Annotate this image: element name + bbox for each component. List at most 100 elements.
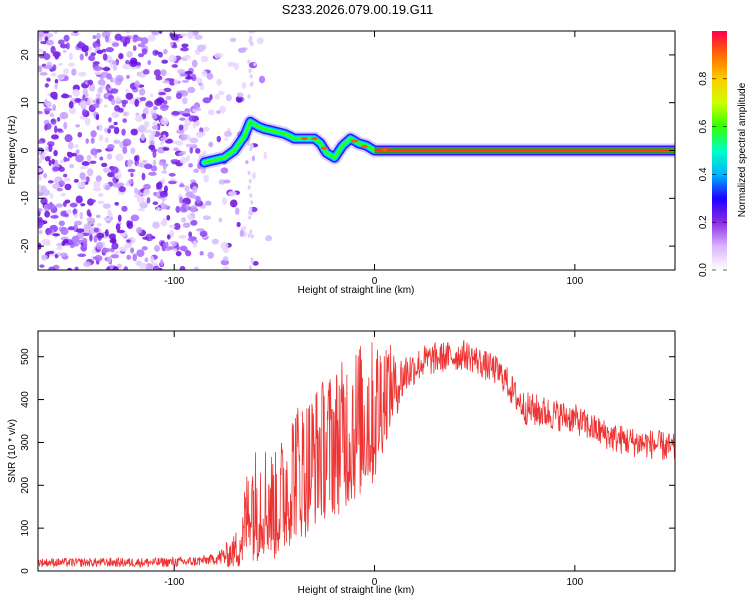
noise-blob <box>71 152 77 157</box>
noise-blob <box>137 43 145 48</box>
noise-blob <box>178 234 187 239</box>
noise-blob <box>160 219 168 227</box>
noise-blob <box>156 181 163 190</box>
noise-blob <box>195 195 201 204</box>
noise-blob <box>248 215 252 220</box>
noise-blob <box>189 194 198 199</box>
noise-blob <box>146 197 151 204</box>
noise-blob <box>163 87 172 93</box>
noise-blob <box>192 240 198 248</box>
noise-blob <box>168 54 177 63</box>
noise-blob <box>52 183 61 190</box>
noise-blob <box>49 192 54 200</box>
noise-blob <box>204 200 212 206</box>
noise-blob <box>239 229 245 238</box>
noise-blob <box>55 203 64 208</box>
noise-blob <box>245 160 249 165</box>
noise-blob <box>56 187 63 192</box>
noise-blob <box>102 53 108 61</box>
noise-blob <box>112 64 118 71</box>
noise-blob <box>38 216 43 224</box>
noise-blob <box>75 228 85 233</box>
noise-blob <box>52 51 61 58</box>
noise-blob <box>48 266 56 270</box>
noise-blob <box>50 118 57 125</box>
noise-blob <box>49 112 55 118</box>
noise-blob <box>160 69 167 76</box>
noise-blob <box>51 158 55 165</box>
noise-blob <box>77 71 87 77</box>
noise-blob <box>161 201 165 207</box>
noise-blob <box>92 61 100 65</box>
noise-blob <box>235 207 240 215</box>
noise-blob <box>88 54 96 62</box>
ridge-hotspot <box>350 139 358 143</box>
noise-blob <box>103 104 108 108</box>
noise-blob <box>248 68 252 74</box>
noise-blob <box>54 125 58 134</box>
noise-blob <box>216 78 222 86</box>
noise-blob <box>163 163 167 171</box>
noise-blob <box>69 202 78 208</box>
noise-blob <box>136 249 145 257</box>
noise-blob <box>141 48 148 55</box>
noise-blob <box>156 192 160 197</box>
noise-blob <box>63 173 68 178</box>
noise-blob <box>142 69 150 75</box>
noise-blob <box>173 147 179 152</box>
noise-blob <box>79 100 89 107</box>
noise-blob <box>149 93 154 97</box>
noise-blob <box>136 227 143 234</box>
noise-blob <box>38 31 45 37</box>
noise-blob <box>196 107 202 112</box>
noise-blob <box>155 75 163 81</box>
noise-blob <box>140 135 146 140</box>
noise-blob <box>113 121 118 126</box>
noise-blob <box>161 170 168 174</box>
noise-blob <box>134 155 138 162</box>
noise-blob <box>263 151 267 160</box>
noise-blob <box>111 42 120 47</box>
noise-blob <box>123 266 129 270</box>
noise-blob <box>53 149 58 157</box>
colorbar-tick-label: 0.0 <box>698 263 709 277</box>
noise-blob <box>202 215 212 221</box>
noise-blob <box>100 66 104 71</box>
noise-blob <box>148 171 157 176</box>
noise-blob <box>71 235 80 244</box>
noise-blob <box>88 83 96 92</box>
noise-blob <box>168 224 176 229</box>
noise-blob <box>247 170 251 176</box>
noise-blob <box>160 117 169 126</box>
spectrogram-y-axis-label: Frequency (Hz) <box>7 116 18 185</box>
noise-blob <box>154 50 160 55</box>
noise-blob <box>193 266 200 270</box>
noise-blob <box>195 131 204 138</box>
noise-blob <box>142 159 147 164</box>
noise-blob <box>44 83 50 88</box>
noise-blob <box>122 41 128 47</box>
noise-blob <box>214 93 220 100</box>
noise-blob <box>159 190 167 198</box>
noise-blob <box>82 94 86 101</box>
noise-blob <box>104 184 111 191</box>
noise-blob <box>188 215 193 222</box>
noise-blob <box>163 185 168 193</box>
noise-blob <box>224 137 228 142</box>
noise-blob <box>118 53 124 60</box>
noise-blob <box>122 118 127 123</box>
noise-blob <box>217 90 225 96</box>
noise-blob <box>165 241 169 250</box>
noise-blob <box>97 200 105 205</box>
noise-blob <box>121 205 128 212</box>
noise-blob <box>250 200 254 205</box>
noise-blob <box>63 177 71 182</box>
ridge-hotspot <box>300 136 308 141</box>
spectrogram-ridge <box>197 114 675 170</box>
noise-blob <box>199 230 208 237</box>
noise-blob <box>90 199 96 203</box>
noise-blob <box>68 62 75 67</box>
noise-blob <box>54 254 59 258</box>
